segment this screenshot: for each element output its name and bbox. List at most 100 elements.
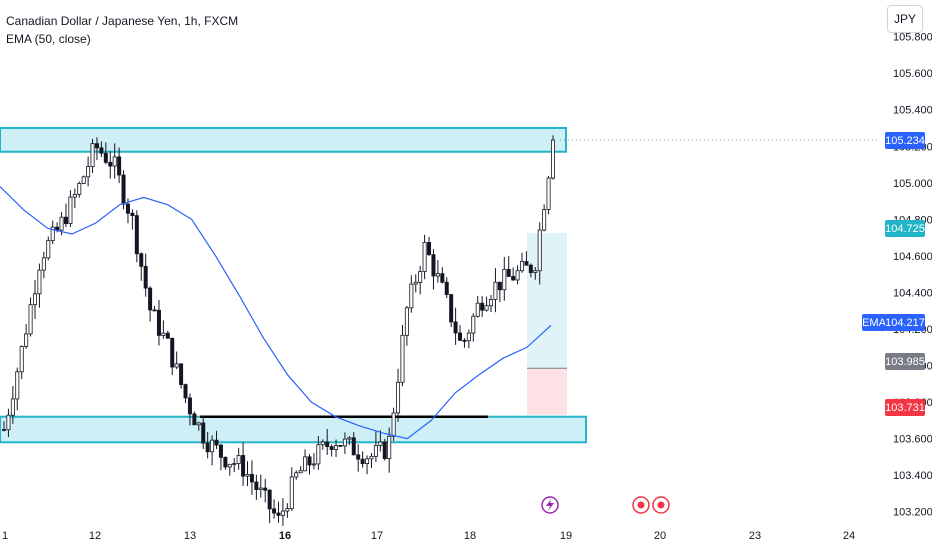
- candle: [493, 268, 498, 313]
- candle-body: [280, 510, 285, 516]
- candle: [520, 252, 525, 273]
- candle: [400, 324, 405, 387]
- candle: [338, 445, 343, 447]
- candle-body: [511, 276, 516, 281]
- candle: [15, 367, 20, 411]
- candle-body: [458, 332, 463, 341]
- candle-body: [294, 472, 299, 478]
- currency-button[interactable]: JPY: [887, 5, 923, 33]
- candle-body: [28, 304, 33, 335]
- candle-body: [502, 268, 507, 291]
- trade-setup-layer: [527, 139, 880, 415]
- candle-body: [72, 194, 77, 198]
- candle-body: [267, 489, 272, 510]
- candle-body: [289, 476, 294, 509]
- candle-body: [320, 441, 325, 446]
- candle: [218, 443, 223, 471]
- event-icon-dot: [657, 501, 665, 509]
- candle-body: [342, 438, 347, 447]
- candle: [72, 188, 77, 209]
- candle: [489, 294, 494, 313]
- candle-body: [6, 414, 11, 431]
- price-tick-label: 105.400: [893, 105, 932, 117]
- candle-body: [174, 363, 179, 368]
- candle: [480, 296, 485, 317]
- candle: [285, 503, 290, 518]
- candle: [396, 368, 401, 422]
- candle-body: [435, 273, 440, 277]
- candle-body: [55, 226, 60, 231]
- candle-body: [418, 271, 423, 283]
- event-icon-dot: [637, 501, 645, 509]
- resistance-zone: [0, 126, 567, 153]
- candle: [404, 305, 409, 346]
- time-tick-label: 1: [2, 530, 8, 542]
- candle: [68, 190, 73, 228]
- candle: [329, 444, 334, 457]
- candle: [418, 265, 423, 295]
- profit-target-box: [527, 233, 567, 369]
- candle-body: [103, 152, 108, 163]
- time-axis-layer: 1 12 13 16 17 18 19 20 23 24: [2, 530, 855, 542]
- entry-price-tag: 103.985: [885, 353, 925, 370]
- lightning-icon: [541, 496, 559, 514]
- candle-body: [427, 242, 432, 256]
- candle: [435, 260, 440, 283]
- candle-body: [325, 441, 330, 448]
- candle-body: [515, 270, 520, 281]
- candle-body: [2, 429, 7, 431]
- candle-body: [444, 281, 449, 295]
- ema-label-tag: EMA: [862, 314, 886, 331]
- candle-body: [41, 257, 46, 271]
- candle: [373, 431, 378, 462]
- candle: [63, 203, 68, 228]
- candle: [90, 138, 95, 174]
- candle: [86, 156, 91, 187]
- candle: [117, 147, 122, 184]
- candle: [41, 251, 46, 279]
- candle: [170, 337, 175, 375]
- candle-body: [551, 139, 556, 179]
- candle: [108, 151, 113, 179]
- candle: [409, 275, 414, 313]
- candle: [497, 281, 502, 303]
- candle: [311, 453, 316, 470]
- candle: [223, 456, 228, 470]
- stop-loss-box: [527, 368, 567, 415]
- time-tick-label: 24: [843, 530, 855, 542]
- candle-body: [179, 363, 184, 385]
- candle-body: [183, 384, 188, 399]
- candle-body: [298, 470, 303, 474]
- candle: [537, 222, 542, 285]
- candle-body: [130, 212, 135, 217]
- candle: [6, 408, 11, 438]
- candle: [103, 142, 108, 165]
- candle: [77, 181, 82, 198]
- candle: [303, 449, 308, 472]
- candle: [551, 135, 556, 180]
- candle: [37, 263, 42, 308]
- candle-body: [90, 143, 95, 168]
- candle-body: [187, 397, 192, 415]
- candle: [471, 313, 476, 342]
- candle-body: [161, 332, 166, 336]
- candle-body: [245, 474, 250, 477]
- candle-body: [24, 333, 29, 347]
- candle-body: [205, 442, 210, 453]
- candle-body: [143, 265, 148, 289]
- candle: [462, 338, 467, 348]
- candle-body: [533, 270, 538, 273]
- time-tick-label: 12: [89, 530, 101, 542]
- candle: [263, 478, 268, 503]
- candle-body: [378, 441, 383, 446]
- candle: [342, 432, 347, 454]
- candle: [245, 461, 250, 487]
- indicator-label[interactable]: EMA (50, close): [6, 32, 91, 46]
- symbol-title[interactable]: Canadian Dollar / Japanese Yen, 1h, FXCM: [6, 14, 239, 28]
- candle-body: [254, 481, 259, 490]
- candle: [130, 209, 135, 230]
- candle-body: [99, 147, 104, 154]
- candle: [334, 439, 339, 457]
